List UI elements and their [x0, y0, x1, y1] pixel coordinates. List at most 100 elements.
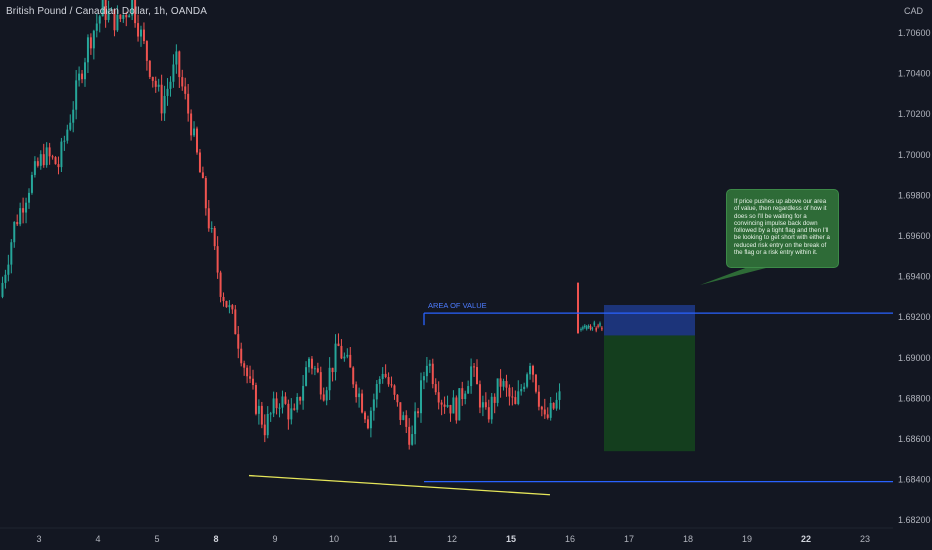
candle-body [172, 64, 175, 82]
candle-body [181, 77, 184, 87]
candle-body [302, 385, 305, 401]
candle-body [425, 365, 428, 377]
candle-body [529, 365, 532, 375]
reward-zone[interactable] [604, 335, 695, 452]
candle-body [10, 242, 13, 265]
candle-body [408, 426, 411, 445]
candle-body [45, 147, 48, 166]
candle-body [476, 367, 478, 385]
time-tick-label: 22 [801, 534, 811, 544]
candle-body [467, 386, 470, 394]
flag-candle-body [584, 325, 586, 328]
price-axis[interactable]: CAD 1.70600 1.70400 1.70200 1.70000 1.69800 1.… [893, 0, 932, 550]
price-tick-label: 1.68800 [898, 393, 931, 403]
flag-candle-body [591, 328, 594, 330]
candle-body [198, 152, 201, 173]
candle-body [396, 394, 399, 403]
price-tick-label: 1.68400 [898, 475, 931, 485]
trend-line[interactable] [248, 474, 551, 496]
candle-body [496, 378, 499, 403]
price-tick-label: 1.70600 [898, 28, 931, 38]
candle-body [16, 221, 19, 225]
candle-body [169, 81, 172, 89]
candle-body [473, 366, 476, 368]
candle-body [107, 10, 110, 20]
candle-body [30, 174, 33, 193]
candle-body [148, 60, 151, 77]
candle-body [95, 23, 98, 31]
candle-body [422, 376, 425, 381]
spike-candle-body [577, 282, 579, 334]
candle-body [92, 30, 95, 49]
drawing-layer: AREA OF VALUE [0, 267, 893, 529]
candle-body [81, 73, 84, 80]
candle-body [517, 391, 520, 404]
candle-body [428, 363, 431, 366]
candle-body [219, 272, 222, 297]
candle-body [372, 399, 375, 411]
candle-body [549, 402, 552, 418]
candle-body [204, 178, 207, 209]
candle-body [28, 192, 30, 203]
candle-body [526, 374, 529, 387]
price-tick-label: 1.69400 [898, 272, 931, 282]
candle-body [369, 410, 372, 429]
candle-body [546, 414, 549, 418]
flag-candle-body [589, 325, 592, 329]
time-tick-label: 23 [860, 534, 870, 544]
candle-body [19, 208, 22, 225]
candle-body [420, 380, 422, 414]
flag-candle-body [582, 327, 584, 329]
candle-body [316, 368, 319, 373]
candle-body [272, 398, 275, 414]
candle-body [446, 405, 449, 407]
trade-note-callout[interactable]: If price pushes up above our area of val… [726, 189, 839, 268]
time-tick-label: 17 [624, 534, 634, 544]
candle-body [51, 156, 54, 158]
candle-body [190, 113, 193, 136]
candle-body [160, 84, 163, 114]
candle-body [452, 397, 455, 414]
candle-body [331, 367, 334, 373]
candle-body [175, 51, 178, 65]
candle-body [393, 385, 396, 395]
price-tick-label: 1.70000 [898, 150, 931, 160]
candle-body [405, 415, 408, 427]
candle-body [119, 14, 122, 19]
callout-pointer [700, 267, 770, 285]
candle-body [340, 345, 343, 359]
candle-body [196, 128, 198, 153]
risk-zone[interactable] [604, 305, 695, 336]
candle-body [337, 343, 340, 346]
time-axis[interactable]: 3 4 5 8 9 10 11 12 15 16 17 18 19 22 23 [36, 534, 870, 544]
candle-body [101, 0, 104, 17]
candle-body [243, 363, 246, 368]
candle-body [134, 0, 137, 24]
candle-body [478, 384, 481, 408]
candle-body [122, 15, 125, 19]
price-axis-background [893, 0, 932, 550]
candle-body [366, 419, 369, 429]
candle-body [461, 388, 464, 400]
candle-body [290, 408, 293, 420]
candle-body [402, 415, 405, 420]
candle-body [151, 76, 154, 81]
candle-body [228, 305, 231, 308]
price-tick-label: 1.70400 [898, 69, 931, 79]
candle-body [431, 363, 434, 385]
candle-body [455, 397, 458, 421]
flag-candle-body [580, 329, 582, 331]
candle-body [246, 367, 249, 377]
candle-body [493, 396, 496, 403]
currency-label: CAD [904, 6, 924, 16]
candle-body [231, 305, 234, 310]
flag-candle-body [587, 325, 590, 328]
time-tick-label: 12 [447, 534, 457, 544]
candle-body [520, 389, 523, 392]
symbol-title: British Pound / Canadian Dollar, 1h, OAN… [6, 6, 207, 17]
candle-body [322, 394, 325, 401]
time-tick-label: 15 [506, 534, 516, 544]
candle-body [257, 405, 260, 414]
candle-body [417, 411, 420, 414]
